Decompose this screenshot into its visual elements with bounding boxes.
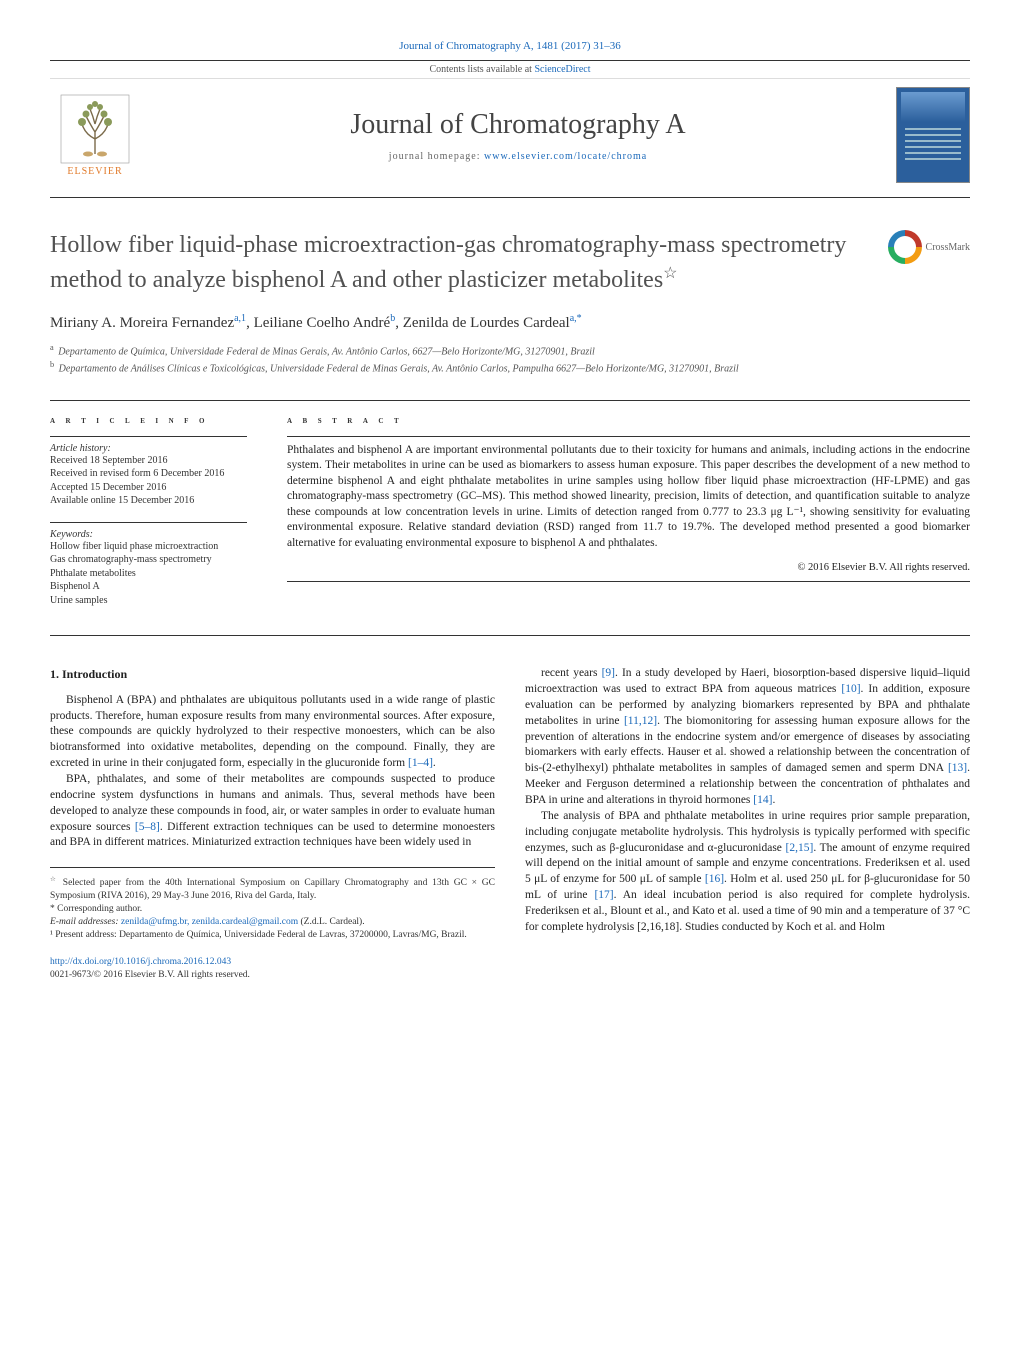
body-paragraph: recent years [9]. In a study developed b… [525, 666, 970, 809]
crossmark-icon [888, 230, 922, 264]
doi-link[interactable]: http://dx.doi.org/10.1016/j.chroma.2016.… [50, 957, 231, 967]
footnote-star: Selected paper from the 40th Internation… [50, 874, 495, 903]
body-paragraph: BPA, phthalates, and some of their metab… [50, 772, 495, 851]
journal-homepage: journal homepage: www.elsevier.com/locat… [140, 151, 896, 162]
footer-ids: http://dx.doi.org/10.1016/j.chroma.2016.… [50, 956, 495, 982]
section-1-heading: 1. Introduction [50, 666, 495, 683]
email-label: E-mail addresses: [50, 917, 121, 927]
abstract-heading: a b s t r a c t [287, 415, 970, 426]
email-owner: (Z.d.L. Cardeal). [298, 917, 364, 927]
email-link[interactable]: zenilda@ufmg.br, zenilda.cardeal@gmail.c… [121, 917, 298, 927]
elsevier-tree-icon [60, 94, 130, 164]
crossmark-badge[interactable]: CrossMark [888, 230, 970, 264]
homepage-label: journal homepage: [389, 151, 484, 162]
keywords-label: Keywords: [50, 529, 247, 540]
footnote-corresponding: * Corresponding author. [50, 903, 495, 916]
article-info-heading: a r t i c l e i n f o [50, 415, 247, 426]
footnote-star-text: Selected paper from the 40th Internation… [50, 878, 495, 901]
authors-line: Miriany A. Moreira Fernandeza,1, Leilian… [50, 313, 970, 332]
elsevier-logo-block: ELSEVIER [50, 94, 140, 177]
history-label: Article history: [50, 443, 247, 454]
contents-line: Contents lists available at ScienceDirec… [50, 60, 970, 79]
column-left: 1. Introduction Bisphenol A (BPA) and ph… [50, 666, 495, 982]
body-paragraph: The analysis of BPA and phthalate metabo… [525, 809, 970, 936]
abstract-text: Phthalates and bisphenol A are important… [287, 443, 970, 552]
column-right: recent years [9]. In a study developed b… [525, 666, 970, 982]
body-columns: 1. Introduction Bisphenol A (BPA) and ph… [50, 666, 970, 982]
journal-header: ELSEVIER Journal of Chromatography A jou… [50, 79, 970, 198]
contents-prefix: Contents lists available at [429, 64, 534, 75]
footnote-present-address: ¹ Present address: Departamento de Quími… [50, 929, 495, 942]
abstract-copyright: © 2016 Elsevier B.V. All rights reserved… [287, 561, 970, 575]
body-paragraph: Bisphenol A (BPA) and phthalates are ubi… [50, 693, 495, 772]
footnotes-block: Selected paper from the 40th Internation… [50, 867, 495, 941]
homepage-link[interactable]: www.elsevier.com/locate/chroma [484, 151, 647, 162]
journal-reference: Journal of Chromatography A, 1481 (2017)… [50, 40, 970, 52]
article-title: Hollow fiber liquid-phase microextractio… [50, 230, 888, 295]
article-info-block: a r t i c l e i n f o Article history: R… [50, 401, 265, 622]
journal-cover-thumbnail [896, 87, 970, 183]
title-footnote-star-icon [663, 261, 677, 283]
crossmark-label: CrossMark [926, 242, 970, 253]
elsevier-label: ELSEVIER [67, 166, 122, 177]
journal-title: Journal of Chromatography A [140, 109, 896, 141]
affiliations: a Departamento de Química, Universidade … [50, 342, 970, 376]
footnote-email: E-mail addresses: zenilda@ufmg.br, zenil… [50, 916, 495, 929]
sciencedirect-link[interactable]: ScienceDirect [534, 64, 590, 75]
history-list: Received 18 September 2016Received in re… [50, 454, 247, 508]
abstract-block: a b s t r a c t Phthalates and bisphenol… [265, 401, 970, 622]
article-title-text: Hollow fiber liquid-phase microextractio… [50, 232, 846, 293]
keywords-list: Hollow fiber liquid phase microextractio… [50, 540, 247, 608]
issn-copyright-line: 0021-9673/© 2016 Elsevier B.V. All right… [50, 970, 250, 980]
